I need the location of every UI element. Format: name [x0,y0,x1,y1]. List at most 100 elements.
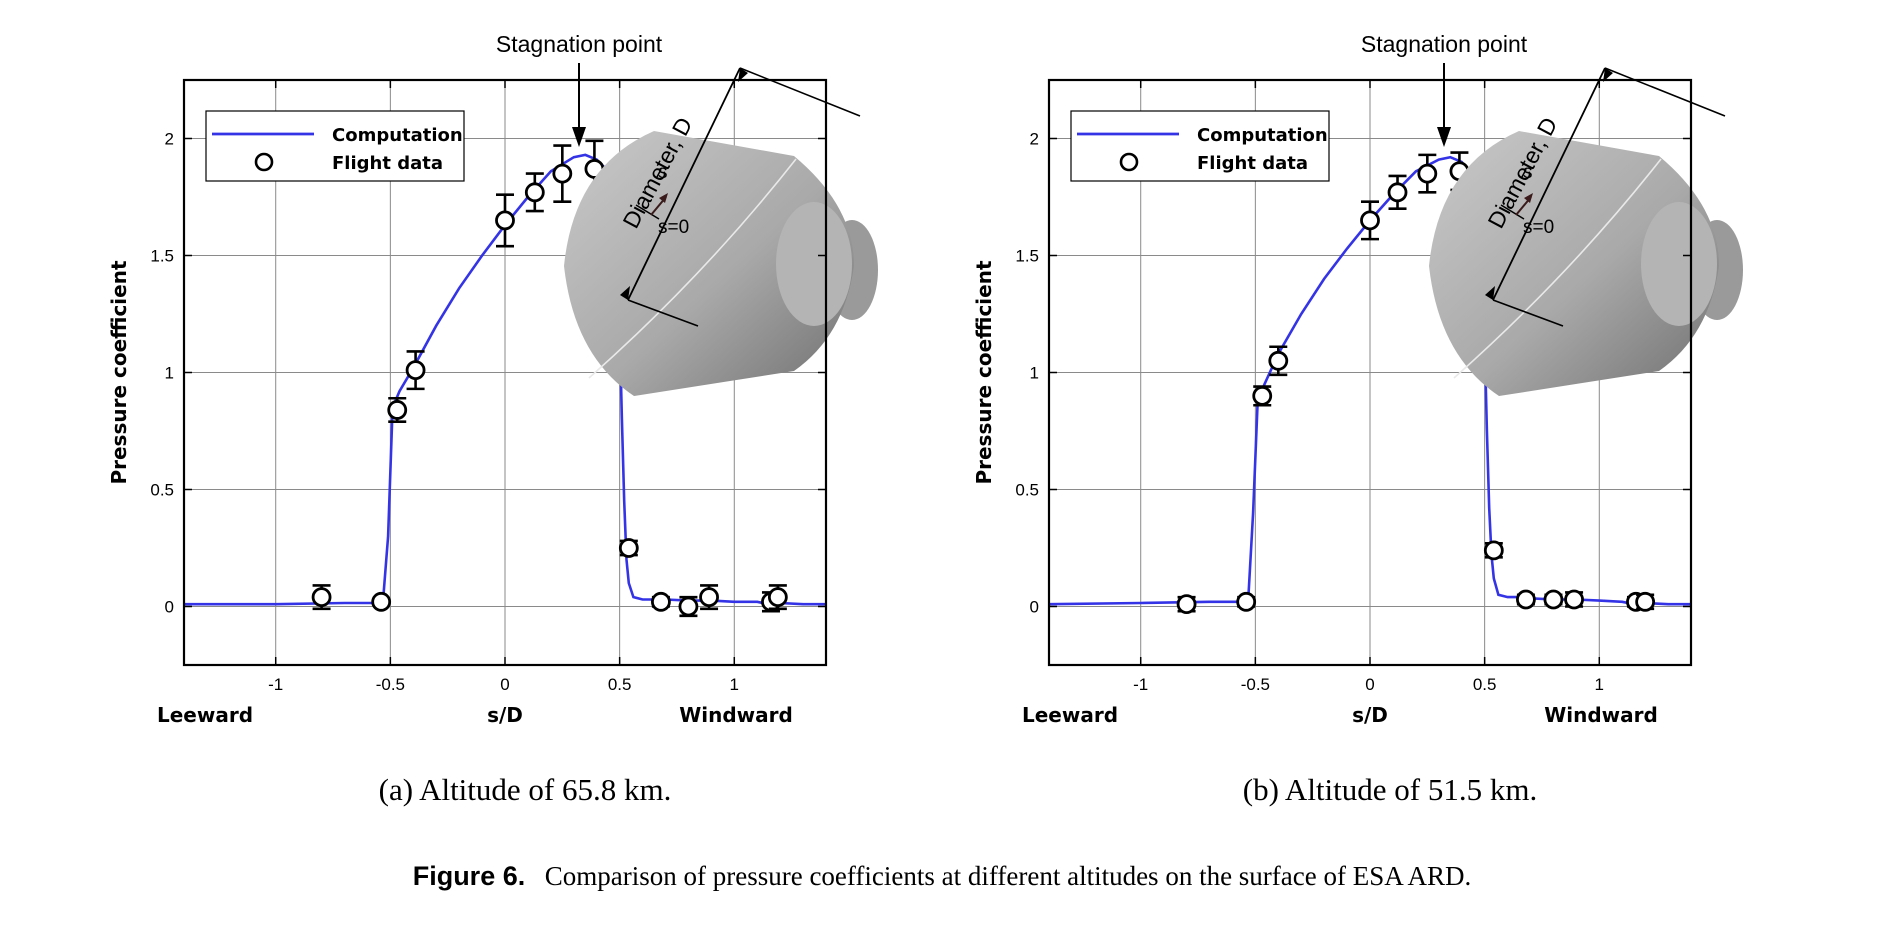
flight-data-point [1236,591,1257,612]
y-tick-label: 0.5 [1015,481,1039,500]
flight-data-point [524,182,545,203]
capsule-body [564,131,854,396]
x-tick-label: -1 [268,675,283,694]
flight-data-point [1543,589,1564,610]
s0-label: s=0 [1523,217,1554,238]
leeward-label: Leeward [1022,703,1118,727]
legend-label-computation: Computation [332,125,463,146]
legend-marker-swatch [254,152,274,172]
s-coordinate-label: s [1523,162,1533,183]
flight-data-point [1564,589,1584,610]
diameter-extension-line [1604,67,1726,117]
y-tick-label: 2 [1030,130,1039,149]
figure-caption-label: Figure 6. [413,861,526,891]
chart-panel-b: -1 -0.5 0 0.5 1 0 0.5 1 1.5 2 Computation Flight … [972,31,1743,807]
leeward-label: Leeward [157,703,253,727]
flight-data-point [495,210,515,231]
y-tick-label: 0 [1030,598,1039,617]
s0-tick [1500,204,1525,220]
y-tick-label: 1 [165,364,174,383]
flight-data-point [1483,540,1504,561]
flight-data-point [678,596,699,617]
legend-label-computation: Computation [1197,125,1328,146]
flight-data-point [1417,163,1438,184]
capsule-illustration [564,67,878,396]
legend-label-flight-data: Flight data [1197,153,1308,174]
x-tick-label: -0.5 [1241,675,1270,694]
y-tick-label: 1 [1030,364,1039,383]
subcaption: (a) Altitude of 65.8 km. [379,772,672,807]
x-tick-label: 0 [1365,675,1374,694]
axis-ticks: -1 -0.5 0 0.5 1 0 0.5 1 1.5 2 [1015,80,1691,694]
x-tick-label: 1 [1595,675,1604,694]
flight-data-point [767,587,788,608]
y-tick-label: 0 [165,598,174,617]
legend: Computation Flight data [205,110,465,182]
flight-data-point [618,538,639,558]
legend-box [1070,110,1330,182]
diameter-extension-line [739,67,861,117]
diameter-extension-line [1492,299,1564,327]
flight-data-point [1360,210,1380,231]
flight-data-point [311,587,332,608]
flight-data-point [552,163,573,184]
capsule-centerline [1453,158,1662,379]
s-arrowhead [1524,193,1533,203]
flight-data-point [1252,385,1273,406]
capsule-centerline [588,158,797,379]
diameter-dimension-line [627,67,741,301]
x-tick-label: 0 [500,675,509,694]
flight-data-point [1268,350,1289,371]
figure-caption: Figure 6. Comparison of pressure coeffic… [413,861,1472,891]
x-tick-label: 1 [730,675,739,694]
stagnation-arrowhead [1437,127,1451,147]
legend-label-flight-data: Flight data [332,153,443,174]
flight-data-point [1387,182,1408,203]
diameter-arrowhead [1485,286,1495,300]
x-axis-label: s/D [1352,703,1388,727]
y-tick-label: 1.5 [150,247,174,266]
stagnation-arrow [572,63,586,147]
legend-box [205,110,465,182]
y-axis-label: Pressure coefficient [107,260,131,485]
capsule-illustration [1429,67,1743,396]
diameter-arrowhead [620,286,630,300]
diameter-extension-line [627,299,699,327]
chart-panel-a: -1 -0.5 0 0.5 1 0 0.5 1 1.5 2 Computation Flight … [107,31,878,807]
flight-data-point [371,591,392,612]
flight-data-point [405,360,426,381]
diameter-arrowhead [738,68,748,82]
s-arrowhead [659,193,668,203]
diameter-dimension-line [1492,67,1606,301]
flight-data-point [387,400,408,420]
y-axis-label: Pressure coefficient [972,260,996,485]
flight-data-point [699,587,719,608]
diameter-arrowhead [1603,68,1613,82]
stagnation-arrowhead [572,127,586,147]
stagnation-point-label: Stagnation point [496,31,663,57]
flight-data-point [1635,591,1656,612]
x-tick-label: -0.5 [376,675,405,694]
s0-tick [635,204,660,220]
y-tick-label: 0.5 [150,481,174,500]
stagnation-point-label: Stagnation point [1361,31,1528,57]
capsule-back-cover [776,202,852,326]
legend-marker-swatch [1119,152,1139,172]
flight-data-point [651,591,671,612]
y-tick-label: 2 [165,130,174,149]
capsule-back-cover [1641,202,1717,326]
axis-ticks: -1 -0.5 0 0.5 1 0 0.5 1 1.5 2 [150,80,826,694]
x-axis-label: s/D [487,703,523,727]
s-coordinate-label: s [658,162,668,183]
legend: Computation Flight data [1070,110,1330,182]
stagnation-arrow [1437,63,1451,147]
windward-label: Windward [679,703,793,727]
windward-label: Windward [1544,703,1658,727]
capsule-body [1429,131,1719,396]
x-tick-label: 0.5 [1473,675,1497,694]
s0-label: s=0 [658,217,689,238]
y-tick-label: 1.5 [1015,247,1039,266]
subcaption: (b) Altitude of 51.5 km. [1243,772,1537,807]
flight-data-point [1176,594,1197,615]
